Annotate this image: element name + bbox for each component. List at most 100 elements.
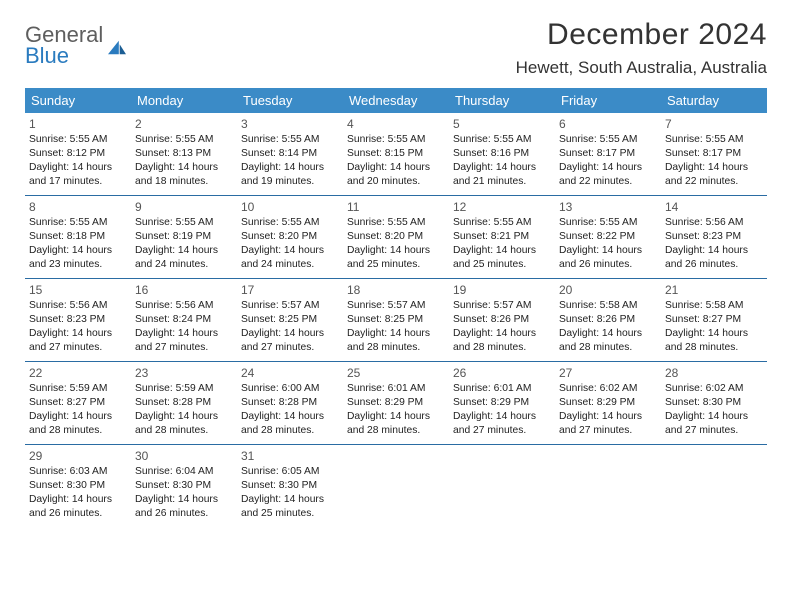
- day-cell: [343, 445, 449, 527]
- day-daylight1: Daylight: 14 hours: [29, 410, 127, 424]
- day-daylight2: and 28 minutes.: [29, 424, 127, 438]
- day-sunrise: Sunrise: 6:03 AM: [29, 465, 127, 479]
- day-sunset: Sunset: 8:23 PM: [29, 313, 127, 327]
- day-sunrise: Sunrise: 6:04 AM: [135, 465, 233, 479]
- day-daylight1: Daylight: 14 hours: [135, 244, 233, 258]
- day-daylight2: and 22 minutes.: [559, 175, 657, 189]
- day-cell: 29Sunrise: 6:03 AMSunset: 8:30 PMDayligh…: [25, 445, 131, 527]
- day-sunrise: Sunrise: 5:55 AM: [135, 216, 233, 230]
- day-sunrise: Sunrise: 6:02 AM: [665, 382, 763, 396]
- day-daylight1: Daylight: 14 hours: [29, 493, 127, 507]
- weekday-wednesday: Wednesday: [343, 88, 449, 113]
- weekday-friday: Friday: [555, 88, 661, 113]
- day-daylight2: and 28 minutes.: [559, 341, 657, 355]
- day-cell: [661, 445, 767, 527]
- header: General Blue December 2024 Hewett, South…: [25, 18, 767, 78]
- day-cell: 21Sunrise: 5:58 AMSunset: 8:27 PMDayligh…: [661, 279, 767, 361]
- day-sunset: Sunset: 8:22 PM: [559, 230, 657, 244]
- day-daylight2: and 28 minutes.: [347, 424, 445, 438]
- day-number: 8: [29, 199, 127, 215]
- day-sunrise: Sunrise: 5:55 AM: [347, 216, 445, 230]
- day-daylight2: and 28 minutes.: [665, 341, 763, 355]
- day-sunset: Sunset: 8:27 PM: [29, 396, 127, 410]
- day-number: 22: [29, 365, 127, 381]
- day-number: 29: [29, 448, 127, 464]
- day-sunrise: Sunrise: 6:01 AM: [347, 382, 445, 396]
- day-cell: 1Sunrise: 5:55 AMSunset: 8:12 PMDaylight…: [25, 113, 131, 195]
- day-daylight1: Daylight: 14 hours: [559, 244, 657, 258]
- day-daylight1: Daylight: 14 hours: [453, 327, 551, 341]
- weekday-sunday: Sunday: [25, 88, 131, 113]
- day-sunset: Sunset: 8:13 PM: [135, 147, 233, 161]
- day-sunset: Sunset: 8:17 PM: [665, 147, 763, 161]
- day-sunset: Sunset: 8:28 PM: [135, 396, 233, 410]
- day-daylight2: and 26 minutes.: [665, 258, 763, 272]
- day-daylight2: and 17 minutes.: [29, 175, 127, 189]
- day-sunset: Sunset: 8:26 PM: [453, 313, 551, 327]
- day-cell: 27Sunrise: 6:02 AMSunset: 8:29 PMDayligh…: [555, 362, 661, 444]
- day-number: 13: [559, 199, 657, 215]
- day-number: 19: [453, 282, 551, 298]
- day-sunrise: Sunrise: 5:55 AM: [29, 216, 127, 230]
- day-daylight1: Daylight: 14 hours: [29, 161, 127, 175]
- day-number: 2: [135, 116, 233, 132]
- day-sunset: Sunset: 8:28 PM: [241, 396, 339, 410]
- day-daylight1: Daylight: 14 hours: [665, 161, 763, 175]
- day-cell: 24Sunrise: 6:00 AMSunset: 8:28 PMDayligh…: [237, 362, 343, 444]
- day-daylight2: and 23 minutes.: [29, 258, 127, 272]
- day-sunrise: Sunrise: 5:58 AM: [665, 299, 763, 313]
- day-number: 17: [241, 282, 339, 298]
- day-sunrise: Sunrise: 5:58 AM: [559, 299, 657, 313]
- day-sunrise: Sunrise: 5:55 AM: [559, 216, 657, 230]
- day-daylight2: and 27 minutes.: [135, 341, 233, 355]
- day-number: 16: [135, 282, 233, 298]
- day-daylight1: Daylight: 14 hours: [453, 161, 551, 175]
- day-cell: 31Sunrise: 6:05 AMSunset: 8:30 PMDayligh…: [237, 445, 343, 527]
- day-daylight1: Daylight: 14 hours: [665, 410, 763, 424]
- day-sunset: Sunset: 8:24 PM: [135, 313, 233, 327]
- day-daylight1: Daylight: 14 hours: [665, 244, 763, 258]
- day-cell: 25Sunrise: 6:01 AMSunset: 8:29 PMDayligh…: [343, 362, 449, 444]
- weekday-header-row: Sunday Monday Tuesday Wednesday Thursday…: [25, 88, 767, 113]
- day-daylight2: and 27 minutes.: [29, 341, 127, 355]
- day-sunrise: Sunrise: 5:55 AM: [453, 133, 551, 147]
- day-sunset: Sunset: 8:15 PM: [347, 147, 445, 161]
- calendar: Sunday Monday Tuesday Wednesday Thursday…: [25, 88, 767, 527]
- logo-text-block: General Blue: [25, 24, 103, 67]
- day-number: 20: [559, 282, 657, 298]
- day-daylight1: Daylight: 14 hours: [559, 161, 657, 175]
- day-daylight1: Daylight: 14 hours: [453, 244, 551, 258]
- day-daylight1: Daylight: 14 hours: [241, 493, 339, 507]
- day-sunset: Sunset: 8:19 PM: [135, 230, 233, 244]
- day-daylight2: and 28 minutes.: [135, 424, 233, 438]
- location: Hewett, South Australia, Australia: [516, 58, 767, 78]
- day-cell: 16Sunrise: 5:56 AMSunset: 8:24 PMDayligh…: [131, 279, 237, 361]
- day-cell: 10Sunrise: 5:55 AMSunset: 8:20 PMDayligh…: [237, 196, 343, 278]
- day-daylight1: Daylight: 14 hours: [135, 410, 233, 424]
- day-sunrise: Sunrise: 5:55 AM: [241, 216, 339, 230]
- day-daylight1: Daylight: 14 hours: [347, 410, 445, 424]
- day-daylight1: Daylight: 14 hours: [241, 327, 339, 341]
- day-sunrise: Sunrise: 6:00 AM: [241, 382, 339, 396]
- day-daylight2: and 27 minutes.: [559, 424, 657, 438]
- day-daylight2: and 21 minutes.: [453, 175, 551, 189]
- day-cell: 5Sunrise: 5:55 AMSunset: 8:16 PMDaylight…: [449, 113, 555, 195]
- weekday-saturday: Saturday: [661, 88, 767, 113]
- day-daylight2: and 22 minutes.: [665, 175, 763, 189]
- day-sunrise: Sunrise: 6:01 AM: [453, 382, 551, 396]
- day-daylight2: and 27 minutes.: [665, 424, 763, 438]
- weekday-thursday: Thursday: [449, 88, 555, 113]
- day-sunrise: Sunrise: 5:56 AM: [665, 216, 763, 230]
- day-sunset: Sunset: 8:25 PM: [241, 313, 339, 327]
- day-cell: 20Sunrise: 5:58 AMSunset: 8:26 PMDayligh…: [555, 279, 661, 361]
- day-sunset: Sunset: 8:20 PM: [241, 230, 339, 244]
- day-sunrise: Sunrise: 5:55 AM: [347, 133, 445, 147]
- day-number: 14: [665, 199, 763, 215]
- day-sunset: Sunset: 8:20 PM: [347, 230, 445, 244]
- day-sunset: Sunset: 8:21 PM: [453, 230, 551, 244]
- week-row: 15Sunrise: 5:56 AMSunset: 8:23 PMDayligh…: [25, 278, 767, 361]
- day-daylight1: Daylight: 14 hours: [453, 410, 551, 424]
- day-sunrise: Sunrise: 6:05 AM: [241, 465, 339, 479]
- weekday-tuesday: Tuesday: [237, 88, 343, 113]
- day-sunrise: Sunrise: 5:55 AM: [135, 133, 233, 147]
